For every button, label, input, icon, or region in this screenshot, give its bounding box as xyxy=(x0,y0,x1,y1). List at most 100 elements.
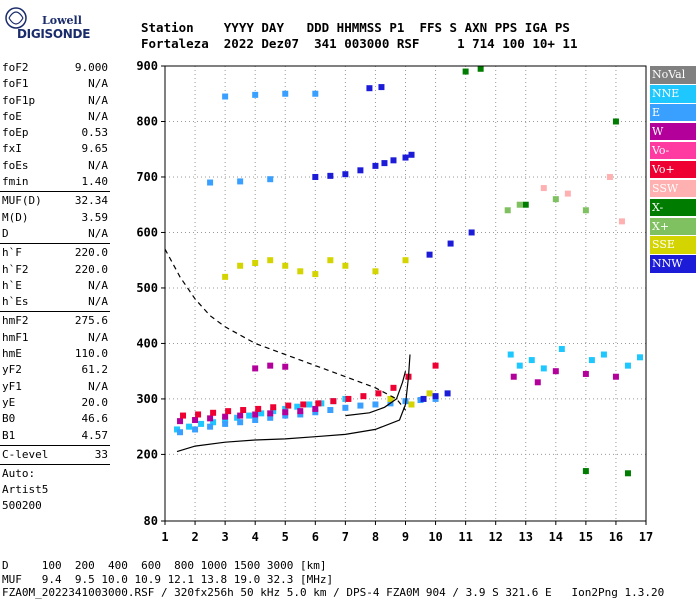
parameter-label: yF2 xyxy=(2,363,22,377)
data-point xyxy=(375,390,382,397)
data-point xyxy=(237,412,244,419)
data-point xyxy=(267,362,274,369)
data-point xyxy=(357,167,364,174)
parameter-row: B1 4.57 xyxy=(0,428,110,444)
parameter-row: MUF(D) 32.34 xyxy=(0,193,110,209)
data-point xyxy=(447,240,454,247)
x-tick-label: 1 xyxy=(161,530,168,544)
data-point xyxy=(342,171,349,178)
data-point xyxy=(381,160,388,167)
data-point xyxy=(270,404,277,411)
parameter-value: 1.40 xyxy=(81,175,109,189)
parameter-value: N/A xyxy=(88,226,108,240)
data-point xyxy=(342,395,349,402)
data-point xyxy=(390,384,397,391)
data-point xyxy=(552,196,559,203)
parameter-label: M(D) xyxy=(2,210,29,224)
data-point xyxy=(510,373,517,380)
y-tick-label: 800 xyxy=(136,114,158,128)
data-point xyxy=(177,418,184,425)
data-point xyxy=(210,409,217,416)
data-point xyxy=(540,185,547,192)
data-point xyxy=(207,415,214,422)
legend-item: NoVal xyxy=(650,66,696,84)
parameter-label: D xyxy=(2,226,9,240)
parameter-value: 220.0 xyxy=(74,262,108,276)
data-point xyxy=(357,402,364,409)
data-point xyxy=(528,357,535,364)
data-point xyxy=(267,176,274,183)
data-point xyxy=(282,262,289,269)
y-tick-label: 600 xyxy=(136,225,158,239)
data-point xyxy=(294,403,301,410)
parameter-row: foF2 9.000 xyxy=(0,60,110,76)
data-point xyxy=(240,407,247,414)
parameter-label: hmF1 xyxy=(2,330,29,344)
data-point xyxy=(507,351,514,358)
legend-item: SSW xyxy=(650,179,696,198)
logo-top-text: Lowell xyxy=(42,14,82,27)
x-tick-label: 16 xyxy=(609,530,623,544)
parameter-label: B1 xyxy=(2,428,16,442)
parameter-value: N/A xyxy=(88,278,108,292)
data-point xyxy=(432,393,439,400)
data-point xyxy=(408,151,415,158)
parameter-label: MUF(D) xyxy=(2,194,42,208)
parameter-value: 32.34 xyxy=(74,194,108,208)
y-tick-label: 900 xyxy=(136,59,158,73)
data-point xyxy=(606,173,613,180)
parameter-label: foEp xyxy=(2,126,29,140)
data-point xyxy=(366,85,373,92)
x-tick-label: 11 xyxy=(458,530,472,544)
parameter-label: h`F2 xyxy=(2,262,29,276)
x-tick-label: 14 xyxy=(549,530,563,544)
data-point xyxy=(564,190,571,197)
parameter-label: foEs xyxy=(2,158,29,172)
data-point xyxy=(237,419,244,426)
x-tick-label: 5 xyxy=(282,530,289,544)
data-point xyxy=(372,162,379,169)
legend-item: E xyxy=(650,103,696,122)
parameter-row: foE N/A xyxy=(0,109,110,125)
legend-item: Vo- xyxy=(650,141,696,160)
data-point xyxy=(516,201,523,208)
parameter-value: 46.6 xyxy=(81,412,109,426)
parameter-label: h`F xyxy=(2,246,22,260)
data-point xyxy=(210,419,217,426)
data-point xyxy=(327,172,334,179)
data-point xyxy=(270,408,277,415)
autoscaling-label: Auto: xyxy=(2,467,36,481)
distance-row: D 100 200 400 600 800 1000 1500 3000 [km… xyxy=(2,559,327,572)
data-point xyxy=(252,411,259,418)
data-point xyxy=(315,400,322,407)
x-tick-label: 3 xyxy=(222,530,229,544)
data-point xyxy=(222,420,229,427)
legend-item: NNE xyxy=(650,84,696,103)
data-point xyxy=(186,423,193,430)
divider xyxy=(0,191,110,193)
y-tick-label: 80 xyxy=(144,514,158,528)
legend-item: X+ xyxy=(650,217,696,236)
data-point xyxy=(192,426,199,433)
data-point xyxy=(408,401,415,408)
parameter-value: N/A xyxy=(88,158,108,172)
divider xyxy=(0,444,110,446)
data-point xyxy=(432,362,439,369)
data-point xyxy=(312,409,319,416)
data-point xyxy=(285,402,292,409)
data-point xyxy=(222,273,229,280)
x-tick-label: 7 xyxy=(342,530,349,544)
data-point xyxy=(195,411,202,418)
header-fields: Station YYYY DAY DDD HHMMSS P1 FFS S AXN… xyxy=(141,20,570,35)
autoscaling-code: 500200 xyxy=(2,499,42,513)
parameter-row: hmF1 N/A xyxy=(0,330,110,346)
data-point xyxy=(402,154,409,161)
x-tick-label: 17 xyxy=(639,530,653,544)
x-tick-label: 15 xyxy=(579,530,593,544)
parameter-row: foF1 N/A xyxy=(0,76,110,92)
parameter-value: N/A xyxy=(88,330,108,344)
y-tick-label: 300 xyxy=(136,392,158,406)
parameter-row: M(D) 3.59 xyxy=(0,210,110,226)
parameter-row: yF2 61.2 xyxy=(0,362,110,378)
legend-item: Vo+ xyxy=(650,160,696,179)
